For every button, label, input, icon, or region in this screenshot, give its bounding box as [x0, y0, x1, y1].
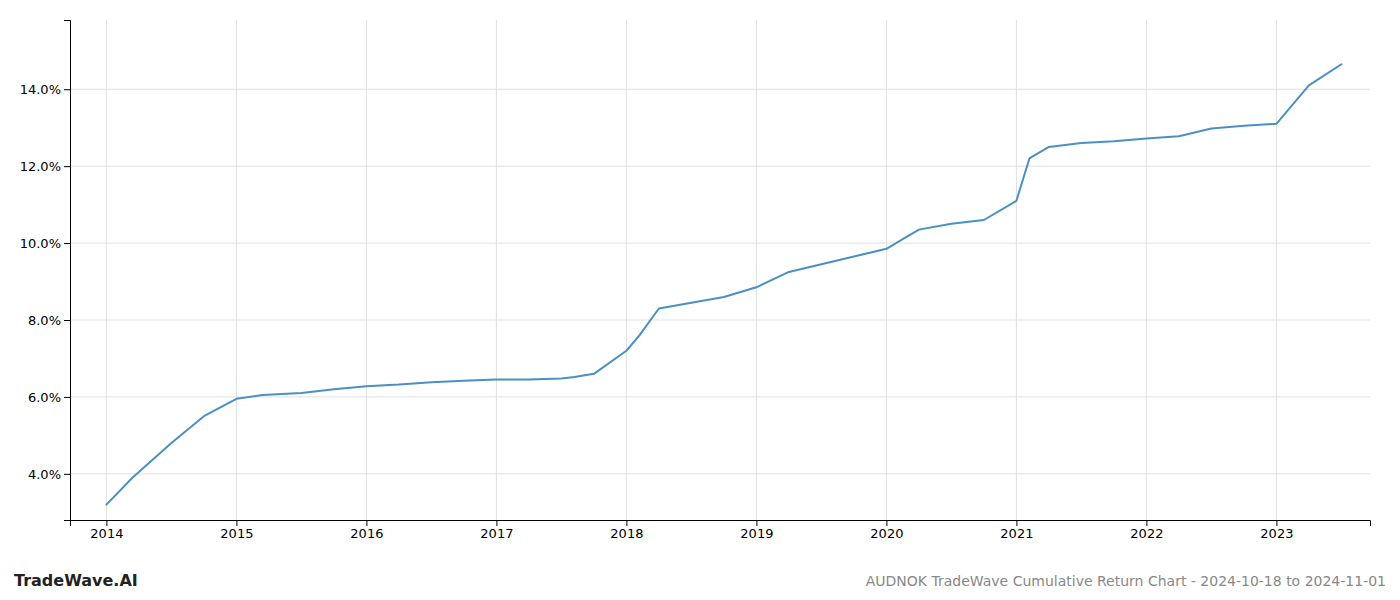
plot: 2014 2015 2016 2017 2018 2019 2020 2021 2022 2023… — [20, 20, 1371, 541]
tick-label: 8.0% — [28, 313, 61, 328]
grid-line — [496, 20, 497, 520]
grid-line — [70, 320, 1370, 321]
tick-mark — [1276, 520, 1277, 526]
watermark: TradeWave.AI — [14, 571, 138, 590]
tick-label: 2015 — [220, 526, 253, 541]
grid — [70, 20, 1370, 520]
tick-label: 2018 — [610, 526, 643, 541]
marks — [106, 64, 1341, 504]
tick-mark — [236, 520, 237, 526]
tick-mark — [886, 520, 887, 526]
tick-label: 2017 — [480, 526, 513, 541]
tick: 2020 — [870, 520, 903, 541]
tick: 2014 — [90, 520, 123, 541]
chart: 2014 2015 2016 2017 2018 2019 2020 2021 2022 2023… — [0, 0, 1400, 600]
title: AUDNOK TradeWave Cumulative Return Chart… — [866, 573, 1386, 589]
grid-line — [70, 243, 1370, 244]
tick: 2016 — [350, 520, 383, 541]
tick-label: 2016 — [350, 526, 383, 541]
y-axis: 4.0% 6.0% 8.0% 10.0% 12.0% 14.0% — [20, 21, 71, 521]
grid-line — [1016, 20, 1017, 520]
tick: 12.0% — [20, 159, 70, 174]
tick-label: 2022 — [1130, 526, 1163, 541]
tick-mark — [366, 520, 367, 526]
line — [106, 64, 1341, 504]
tick-mark — [64, 243, 70, 244]
grid-line — [756, 20, 757, 520]
grid-line — [366, 20, 367, 520]
tick-label: 6.0% — [28, 390, 61, 405]
tick: 2015 — [220, 520, 253, 541]
tick-mark — [64, 397, 70, 398]
tick-mark — [1146, 520, 1147, 526]
tick-mark — [64, 320, 70, 321]
grid-line — [70, 396, 1370, 397]
grid-line — [70, 89, 1370, 90]
tick: 14.0% — [20, 82, 70, 97]
tick: 2017 — [480, 520, 513, 541]
x-axis: 2014 2015 2016 2017 2018 2019 2020 2021 2022 2023 — [71, 520, 1371, 541]
tick: 2021 — [1000, 520, 1033, 541]
grid-line — [626, 20, 627, 520]
tick-label: 10.0% — [20, 236, 61, 251]
tick: 8.0% — [28, 313, 70, 328]
axis-line — [64, 21, 71, 521]
grid-line — [70, 166, 1370, 167]
tick-label: 12.0% — [20, 159, 61, 174]
grid-line — [886, 20, 887, 520]
tick-mark — [626, 520, 627, 526]
tick: 2023 — [1260, 520, 1293, 541]
tick: 10.0% — [20, 236, 70, 251]
tick: 2018 — [610, 520, 643, 541]
tick-mark — [496, 520, 497, 526]
grid-line — [236, 20, 237, 520]
grid-line — [70, 473, 1370, 474]
tick-mark — [64, 474, 70, 475]
grid-line — [1146, 20, 1147, 520]
tick-label: 4.0% — [28, 467, 61, 482]
tick: 2019 — [740, 520, 773, 541]
tick-label: 2014 — [90, 526, 123, 541]
tick-mark — [756, 520, 757, 526]
tick: 2022 — [1130, 520, 1163, 541]
grid-line — [106, 20, 107, 520]
tick-mark — [1016, 520, 1017, 526]
tick-label: 2021 — [1000, 526, 1033, 541]
tick-label: 2020 — [870, 526, 903, 541]
tick-mark — [64, 166, 70, 167]
axis-line — [71, 521, 1371, 527]
tick: 4.0% — [28, 467, 70, 482]
tick: 6.0% — [28, 390, 70, 405]
tick-label: 2023 — [1260, 526, 1293, 541]
grid-line — [1276, 20, 1277, 520]
tick-label: 2019 — [740, 526, 773, 541]
tick-label: 14.0% — [20, 82, 61, 97]
tick-mark — [64, 89, 70, 90]
tick-mark — [106, 520, 107, 526]
